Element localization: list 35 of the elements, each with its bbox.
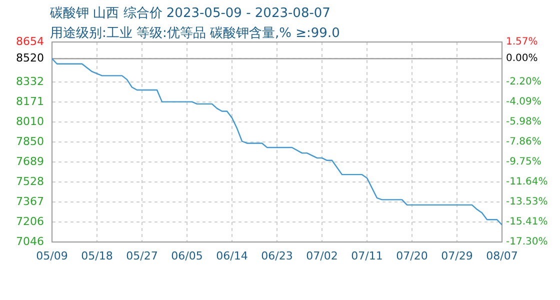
x-tick-label: 05/27 <box>126 249 158 262</box>
y2-tick-label: -4.09% <box>506 96 542 108</box>
y-tick-label: 7850 <box>16 134 44 148</box>
y2-tick-label: -15.41% <box>506 216 548 228</box>
y2-tick-label: 1.57% <box>506 36 538 48</box>
y-tick-label: 7206 <box>16 214 44 228</box>
y-tick-label: 7528 <box>16 174 44 188</box>
chart-title: 碳酸钾 山西 综合价 2023-05-09 - 2023-08-07 <box>50 5 330 22</box>
x-tick-label: 07/11 <box>351 249 383 262</box>
x-tick-label: 08/07 <box>486 249 518 262</box>
y2-tick-label: -11.64% <box>506 176 548 188</box>
y-tick-label: 8520 <box>16 52 44 65</box>
x-tick-label: 07/02 <box>306 249 338 262</box>
y-tick-label: 7046 <box>16 234 44 248</box>
y-tick-label: 8654 <box>16 34 44 48</box>
x-tick-label: 06/23 <box>261 249 293 262</box>
y-tick-label: 7689 <box>16 154 44 168</box>
y-tick-label: 7367 <box>16 194 44 208</box>
y2-tick-label: -2.20% <box>506 76 542 88</box>
chart-subtitle: 用途级别:工业 等级:优等品 碳酸钾含量,% ≥:99.0 <box>50 25 340 42</box>
y2-tick-label: 0.00% <box>506 53 538 64</box>
y2-tick-label: -7.86% <box>506 136 542 148</box>
x-tick-label: 05/18 <box>81 249 113 262</box>
y2-tick-label: -5.98% <box>506 116 542 128</box>
y2-tick-label: -9.75% <box>506 156 542 168</box>
x-tick-label: 07/20 <box>396 249 428 262</box>
y2-tick-label: -13.53% <box>506 196 548 208</box>
x-tick-label: 06/05 <box>171 249 203 262</box>
y-tick-label: 8171 <box>16 94 44 108</box>
y-tick-label: 8010 <box>16 114 44 128</box>
x-tick-label: 05/09 <box>36 249 68 262</box>
x-tick-label: 07/29 <box>441 249 473 262</box>
y-tick-label: 8332 <box>16 74 44 88</box>
y2-tick-label: -17.30% <box>506 236 548 248</box>
x-tick-label: 06/14 <box>216 249 248 262</box>
